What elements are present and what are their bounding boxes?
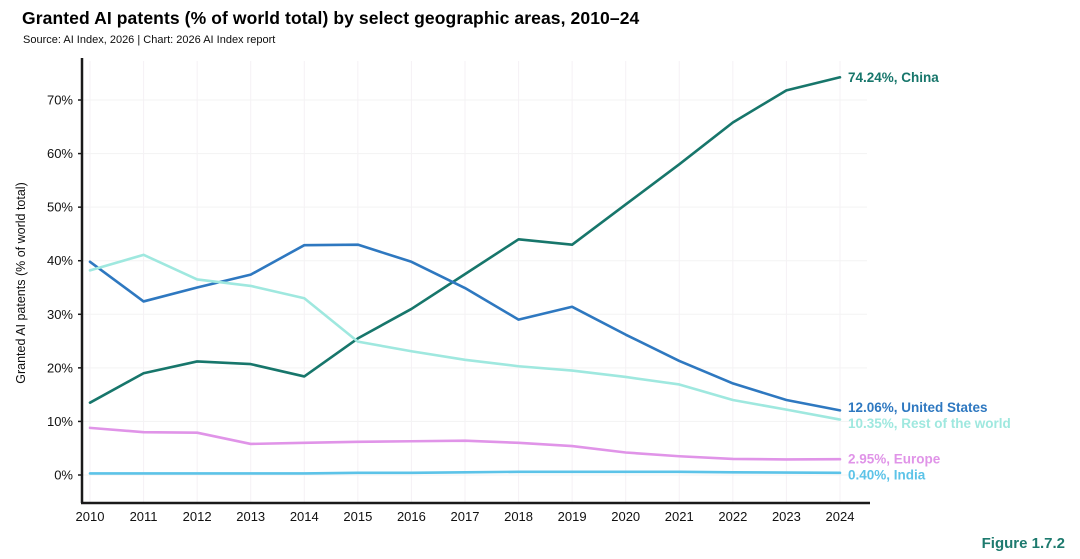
end-label-europe: 2.95%, Europe	[848, 452, 941, 467]
line-china	[88, 75, 842, 404]
y-tick-label: 0%	[54, 468, 73, 483]
x-tick-label: 2020	[611, 509, 640, 524]
x-tick-label: 2021	[665, 509, 694, 524]
chart-source: Source: AI Index, 2026 | Chart: 2026 AI …	[23, 34, 276, 46]
x-tick-label: 2022	[718, 509, 747, 524]
y-tick-label: 30%	[47, 307, 73, 322]
line-india	[88, 470, 842, 475]
x-tick-label: 2016	[397, 509, 426, 524]
x-tick-label: 2010	[76, 509, 105, 524]
end-label-rest-of-the-world: 10.35%, Rest of the world	[848, 416, 1011, 431]
x-tick-label: 2024	[826, 509, 855, 524]
line-rest-of-the-world	[88, 253, 842, 421]
x-tick-label: 2023	[772, 509, 801, 524]
y-tick-label: 60%	[47, 146, 73, 161]
x-tick-label: 2014	[290, 509, 319, 524]
x-tick-label: 2012	[183, 509, 212, 524]
y-tick-label: 20%	[47, 360, 73, 375]
x-tick-label: 2018	[504, 509, 533, 524]
y-tick-label: 10%	[47, 414, 73, 429]
end-label-china: 74.24%, China	[848, 70, 939, 85]
y-tick-label: 40%	[47, 253, 73, 268]
line-europe	[88, 426, 842, 461]
x-tick-label: 2013	[236, 509, 265, 524]
end-label-india: 0.40%, India	[848, 467, 926, 482]
x-tick-label: 2011	[130, 509, 158, 524]
x-tick-label: 2017	[451, 509, 480, 524]
chart-title: Granted AI patents (% of world total) by…	[22, 8, 640, 28]
x-tick-label: 2019	[558, 509, 587, 524]
end-label-united-states: 12.06%, United States	[848, 400, 988, 415]
line-united-states	[88, 243, 842, 412]
y-tick-label: 70%	[47, 93, 73, 108]
y-tick-label: 50%	[47, 200, 73, 215]
figure-label: Figure 1.7.2	[981, 535, 1065, 552]
x-tick-label: 2015	[343, 509, 372, 524]
